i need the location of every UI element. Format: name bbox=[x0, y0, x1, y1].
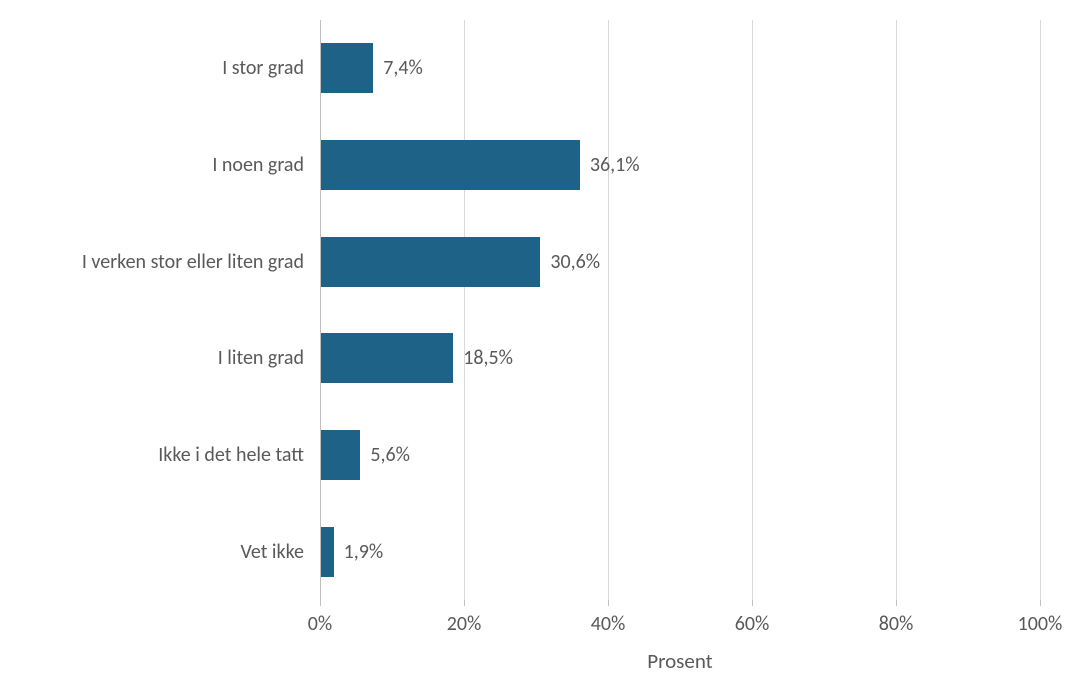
category-label: Ikke i det hele tatt bbox=[4, 443, 304, 467]
bar-value-label: 36,1% bbox=[590, 153, 640, 177]
bar: 1,9% bbox=[320, 527, 334, 577]
bar-row: Ikke i det hele tatt5,6% bbox=[320, 407, 1040, 504]
bar-row: I stor grad7,4% bbox=[320, 20, 1040, 117]
x-tick-mark bbox=[1040, 600, 1041, 606]
category-label: Vet ikke bbox=[4, 540, 304, 564]
bar-value-label: 1,9% bbox=[344, 540, 384, 564]
plot-area: Prosent 0%20%40%60%80%100%I stor grad7,4… bbox=[320, 20, 1040, 600]
x-axis-title: Prosent bbox=[647, 648, 712, 674]
x-tick-mark bbox=[320, 600, 321, 606]
x-tick-mark bbox=[752, 600, 753, 606]
x-tick-mark bbox=[896, 600, 897, 606]
bar-row: Vet ikke1,9% bbox=[320, 503, 1040, 600]
x-tick-label: 60% bbox=[735, 612, 770, 636]
bar: 30,6% bbox=[320, 237, 540, 287]
bar-row: I verken stor eller liten grad30,6% bbox=[320, 213, 1040, 310]
bar-value-label: 18,5% bbox=[463, 346, 513, 370]
category-label: I verken stor eller liten grad bbox=[4, 250, 304, 274]
bar: 18,5% bbox=[320, 333, 453, 383]
gridline bbox=[1040, 20, 1041, 600]
x-tick-label: 0% bbox=[308, 612, 332, 636]
chart-container: Prosent 0%20%40%60%80%100%I stor grad7,4… bbox=[10, 10, 1056, 688]
y-axis-line bbox=[320, 20, 321, 600]
x-tick-mark bbox=[464, 600, 465, 606]
bar-row: I liten grad18,5% bbox=[320, 310, 1040, 407]
bar-value-label: 30,6% bbox=[550, 250, 600, 274]
x-tick-label: 40% bbox=[591, 612, 626, 636]
category-label: I liten grad bbox=[4, 346, 304, 370]
x-tick-label: 80% bbox=[879, 612, 914, 636]
bar-value-label: 5,6% bbox=[370, 443, 410, 467]
bar-row: I noen grad36,1% bbox=[320, 117, 1040, 214]
bar: 36,1% bbox=[320, 140, 580, 190]
x-tick-mark bbox=[608, 600, 609, 606]
bar-value-label: 7,4% bbox=[383, 56, 423, 80]
category-label: I stor grad bbox=[4, 56, 304, 80]
bar: 5,6% bbox=[320, 430, 360, 480]
x-tick-label: 20% bbox=[447, 612, 482, 636]
bar: 7,4% bbox=[320, 43, 373, 93]
x-tick-label: 100% bbox=[1018, 612, 1063, 636]
category-label: I noen grad bbox=[4, 153, 304, 177]
